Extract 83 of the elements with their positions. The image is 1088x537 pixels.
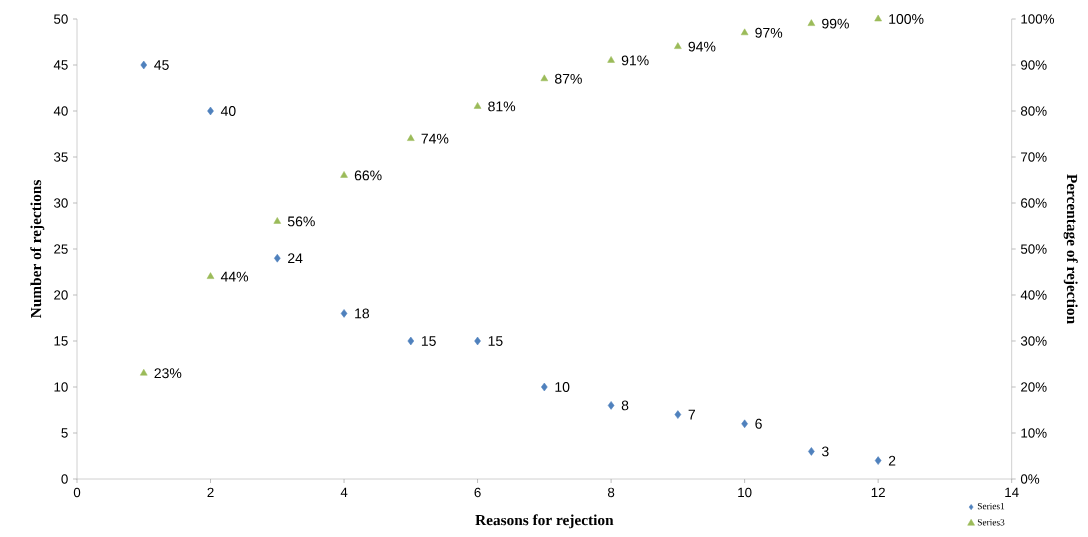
legend-label: Series1 xyxy=(977,503,1005,510)
data-label: 6 xyxy=(755,418,762,429)
point xyxy=(674,410,682,419)
point xyxy=(740,28,749,36)
data-label: 45 xyxy=(154,60,169,70)
x-tick-label: 6 xyxy=(474,487,481,498)
point xyxy=(273,217,282,224)
point xyxy=(874,456,882,465)
point xyxy=(874,14,882,22)
point xyxy=(741,419,748,429)
point xyxy=(607,401,615,410)
point xyxy=(407,134,415,141)
data-label: 15 xyxy=(421,336,436,346)
point xyxy=(474,336,481,346)
point xyxy=(540,74,549,82)
legend-label: Series3 xyxy=(977,519,1005,526)
y-tick-label: 30 xyxy=(53,198,68,208)
y-tick-label: 35 xyxy=(53,152,68,162)
data-label: 23% xyxy=(154,368,182,379)
x-tick-label: 14 xyxy=(1005,487,1019,497)
y-tick-label: 5 xyxy=(61,428,68,438)
x-tick-label: 8 xyxy=(607,487,615,498)
data-label: 97% xyxy=(755,27,783,38)
data-label: 91% xyxy=(621,55,649,66)
data-label: 18 xyxy=(355,308,370,319)
y2-tick-label: 50% xyxy=(1020,244,1047,254)
y2-tick-label: 100% xyxy=(1021,14,1055,24)
y-tick-label: 15 xyxy=(54,336,68,346)
data-label: 24 xyxy=(288,253,303,264)
x-tick-label: 4 xyxy=(340,487,348,497)
data-label: 99% xyxy=(822,18,849,29)
data-label: 8 xyxy=(621,400,629,411)
y-tick-label: 40 xyxy=(53,106,68,116)
data-label: 44% xyxy=(220,271,249,282)
y2-tick-label: 10% xyxy=(1021,428,1047,438)
y2-tick-label: 80% xyxy=(1020,106,1047,116)
data-label: 15 xyxy=(488,336,503,346)
data-label: 81% xyxy=(488,101,516,112)
point xyxy=(808,447,815,456)
y2-tick-label: 0% xyxy=(1020,474,1040,484)
data-label: 66% xyxy=(354,170,382,181)
y2-tick-label: 90% xyxy=(1021,60,1047,70)
point xyxy=(140,60,148,70)
data-label: 87% xyxy=(554,73,582,84)
x-axis-title: Reasons for rejection xyxy=(475,514,614,529)
x-tick-label: 0 xyxy=(73,487,81,498)
point xyxy=(607,56,615,63)
data-label: 7 xyxy=(688,409,695,420)
y-tick-label: 45 xyxy=(53,60,68,70)
point xyxy=(140,368,148,376)
data-label: 74% xyxy=(421,133,449,144)
data-label: 40 xyxy=(220,106,236,116)
point xyxy=(541,382,548,392)
point xyxy=(206,272,215,279)
x-tick-label: 2 xyxy=(207,487,214,498)
y2-axis-title: Percentage of rejection xyxy=(1063,174,1078,324)
y-tick-label: 50 xyxy=(54,14,68,24)
x-tick-label: 12 xyxy=(871,487,885,498)
data-label: 3 xyxy=(821,446,829,457)
y-tick-label: 10 xyxy=(54,382,68,392)
point xyxy=(274,253,281,263)
data-label: 94% xyxy=(688,41,716,52)
point xyxy=(674,42,682,49)
data-label: 10 xyxy=(555,382,570,392)
point xyxy=(473,102,482,109)
point xyxy=(340,309,348,318)
data-label: 56% xyxy=(287,216,315,227)
point xyxy=(807,19,816,26)
y-tick-label: 0 xyxy=(61,474,68,484)
y2-tick-label: 70% xyxy=(1021,152,1047,162)
point xyxy=(340,171,348,178)
data-label: 100% xyxy=(889,14,924,24)
y-axis-title: Number of rejections xyxy=(30,180,45,318)
y-tick-label: 25 xyxy=(54,244,68,254)
y2-tick-label: 40% xyxy=(1020,290,1047,300)
y2-tick-label: 60% xyxy=(1021,198,1047,208)
point xyxy=(207,106,214,116)
data-label: 2 xyxy=(888,455,896,466)
x-tick-label: 10 xyxy=(738,487,752,498)
y2-tick-label: 30% xyxy=(1020,336,1047,346)
point xyxy=(407,336,415,346)
y2-tick-label: 20% xyxy=(1021,382,1047,392)
y-tick-label: 20 xyxy=(54,290,68,300)
